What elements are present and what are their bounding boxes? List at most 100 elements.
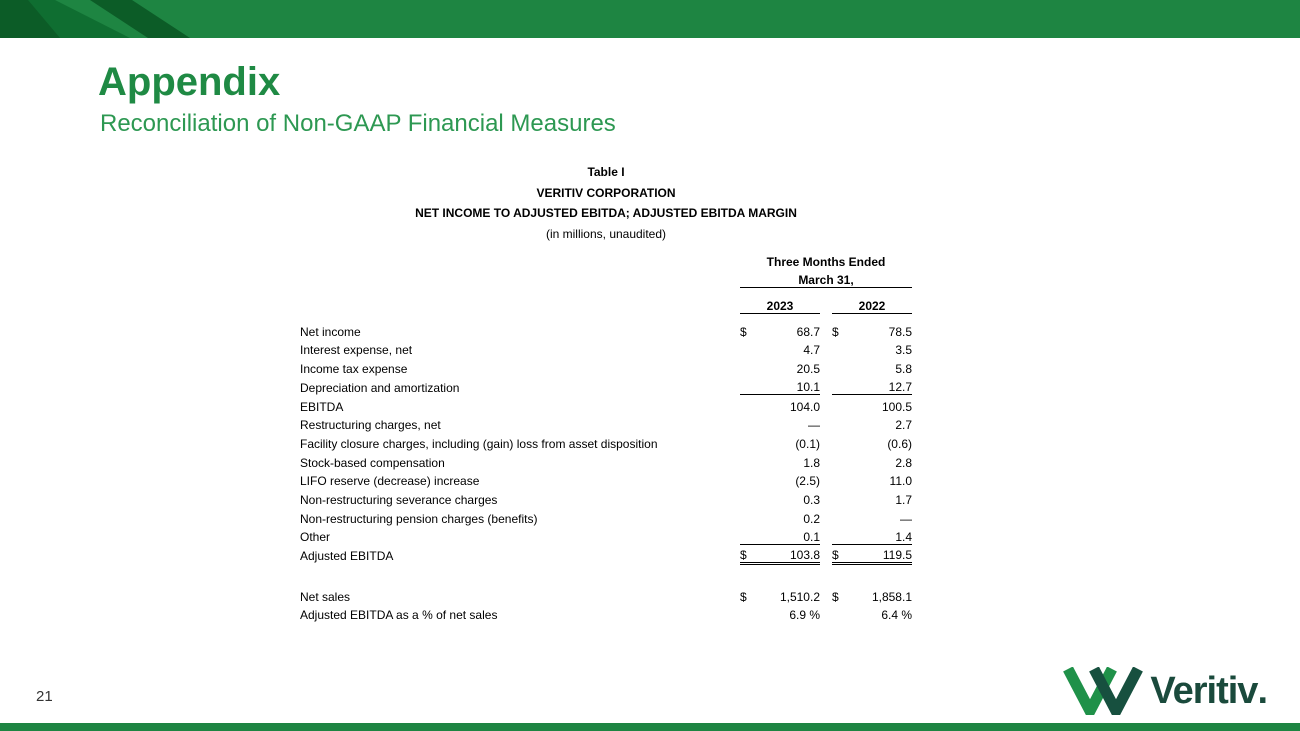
table-row: Income tax expense 20.5 5.8 [300,357,912,376]
dollar-sign-2023 [740,357,758,376]
value-2022: 6.4 % [881,608,912,623]
dollar-sign-2022 [832,376,850,396]
value-2023: 1.8 [803,455,820,470]
dollar-sign-2023: $ [740,589,747,604]
table-row: Depreciation and amortization 10.1 12.7 [300,376,912,396]
value-2023: 1,510.2 [779,589,820,604]
value-2023: 0.3 [803,492,820,507]
column-gap [820,585,832,604]
financial-table: Three Months Ended March 31, 2023 2022 N… [300,250,912,622]
column-gap [820,339,832,358]
table-row: Non-restructuring pension charges (benef… [300,507,912,526]
table-row: Restructuring charges, net — 2.7 [300,414,912,433]
dollar-sign-2023 [740,507,758,526]
dollar-sign-2023 [740,432,758,451]
value-2022: 5.8 [895,362,912,377]
value-2022: 12.7 [850,376,912,396]
dollar-sign-2022 [832,525,850,545]
value-2023: 0.1 [758,525,820,545]
year-column-2022: 2022 [832,294,912,314]
table-row: Adjusted EBITDA as a % of net sales 6.9 %… [300,604,912,623]
value-2022: 119.5 [850,544,912,565]
value-2023: 68.7 [796,324,820,339]
column-gap [820,544,832,563]
veritiv-logo: Veritiv . [1062,667,1268,715]
dollar-sign-2023 [740,604,758,623]
financial-table-body: Net income $68.7 $78.5 Interest expense, ne… [300,320,912,622]
dollar-sign-2022 [832,451,850,470]
bottom-accent-bar [0,723,1300,731]
table-row [300,563,912,585]
value-2023: 0.2 [803,511,820,526]
logo-trademark-dot: . [1257,670,1268,712]
dollar-sign-2023: $ [740,544,758,565]
row-label: Net income [300,324,361,339]
column-gap [820,451,832,470]
table-caption-line: NET INCOME TO ADJUSTED EBITDA; ADJUSTED … [415,206,797,220]
column-gap [820,376,832,395]
row-label: Stock-based compensation [300,455,445,470]
value-2023: 4.7 [803,343,820,358]
table-caption-line: Table I [587,165,625,179]
row-label: Non-restructuring severance charges [300,492,498,507]
value-2022: 1,858.1 [871,589,912,604]
table-row: EBITDA 104.0 100.5 [300,395,912,414]
year-header-row: 2023 2022 [300,294,912,314]
value-2022: 2.8 [895,455,912,470]
value-2022: (0.6) [887,436,912,451]
column-gap [820,604,832,623]
column-gap [820,414,832,433]
row-label: LIFO reserve (decrease) increase [300,474,480,489]
page-number: 21 [36,688,53,705]
value-2023: 103.8 [758,544,820,565]
year-column-2023: 2023 [740,294,820,314]
value-2022: 78.5 [888,324,912,339]
period-header-line2: March 31, [740,268,912,288]
value-2023: 104.0 [789,399,820,414]
table-row: Other 0.1 1.4 [300,525,912,545]
value-2023: (0.1) [795,436,820,451]
row-label: Income tax expense [300,362,408,377]
column-gap [820,395,832,414]
value-2022: 1.4 [850,525,912,545]
row-label: Net sales [300,589,351,604]
page-subtitle: Reconciliation of Non-GAAP Financial Mea… [100,110,616,137]
column-gap [820,526,832,545]
row-label: Non-restructuring pension charges (benef… [300,511,538,526]
row-label: Other [300,530,331,545]
dollar-sign-2022 [832,357,850,376]
value-2022: 2.7 [895,418,912,433]
value-2022: 11.0 [889,474,912,489]
dollar-sign-2023 [740,470,758,489]
top-accent-bar [0,0,1300,38]
column-gap [820,470,832,489]
row-label: Facility closure charges, including (gai… [300,436,658,451]
column-gap [820,432,832,451]
dollar-sign-2022 [832,395,850,414]
table-caption-line: VERITIV CORPORATION [536,185,676,200]
dollar-sign-2022 [832,339,850,358]
financial-table-section: Table I VERITIV CORPORATION NET INCOME T… [300,162,912,622]
dollar-sign-2022 [832,507,850,526]
dollar-sign-2022: $ [832,324,839,339]
table-row: Facility closure charges, including (gai… [300,432,912,451]
value-2023: 6.9 % [789,608,820,623]
column-gap [820,320,832,339]
value-2023: — [808,418,820,433]
table-row: Net sales $1,510.2 $1,858.1 [300,585,912,604]
row-label: EBITDA [300,399,344,414]
value-2023: (2.5) [795,474,820,489]
dollar-sign-2022 [832,470,850,489]
table-row: Stock-based compensation 1.8 2.8 [300,451,912,470]
dollar-sign-2022 [832,604,850,623]
period-header-row: Three Months Ended [300,250,912,269]
dollar-sign-2022 [832,488,850,507]
dollar-sign-2023: $ [740,324,747,339]
dollar-sign-2023 [740,488,758,507]
row-label: Interest expense, net [300,343,413,358]
table-caption: Table I VERITIV CORPORATION NET INCOME T… [300,162,912,244]
dollar-sign-2023 [740,451,758,470]
dollar-sign-2023 [740,414,758,433]
page-title: Appendix [98,60,281,104]
column-gap [820,488,832,507]
